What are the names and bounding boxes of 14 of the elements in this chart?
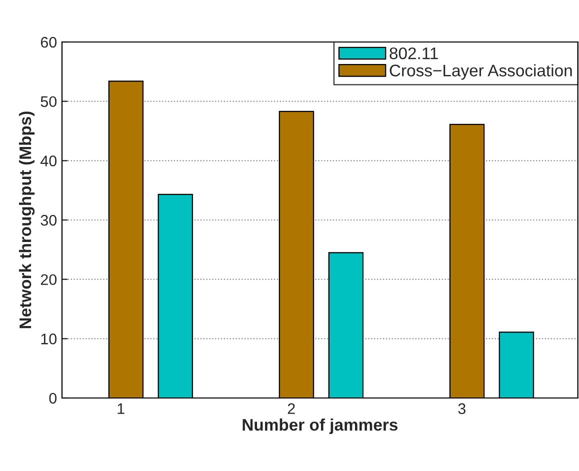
y-tick-label: 30 (40, 214, 57, 226)
x-tick-label: 2 (288, 403, 295, 414)
y-tick-label: 0 (49, 392, 57, 404)
y-tick-label: 50 (40, 96, 57, 108)
legend-label: Cross−Layer Association (390, 64, 572, 80)
x-axis-title: Number of jammers (242, 418, 398, 434)
y-tick-label: 20 (40, 274, 57, 286)
y-tick-label: 60 (40, 36, 57, 48)
y-tick-label: 40 (40, 156, 57, 166)
x-tick-label: 1 (118, 403, 124, 414)
x-tick-label: 3 (458, 403, 466, 414)
y-axis-title: Network throughput (Mbps) (18, 112, 35, 328)
y-tick-label: 10 (41, 334, 57, 344)
legend-label: 802.11 (390, 47, 438, 60)
